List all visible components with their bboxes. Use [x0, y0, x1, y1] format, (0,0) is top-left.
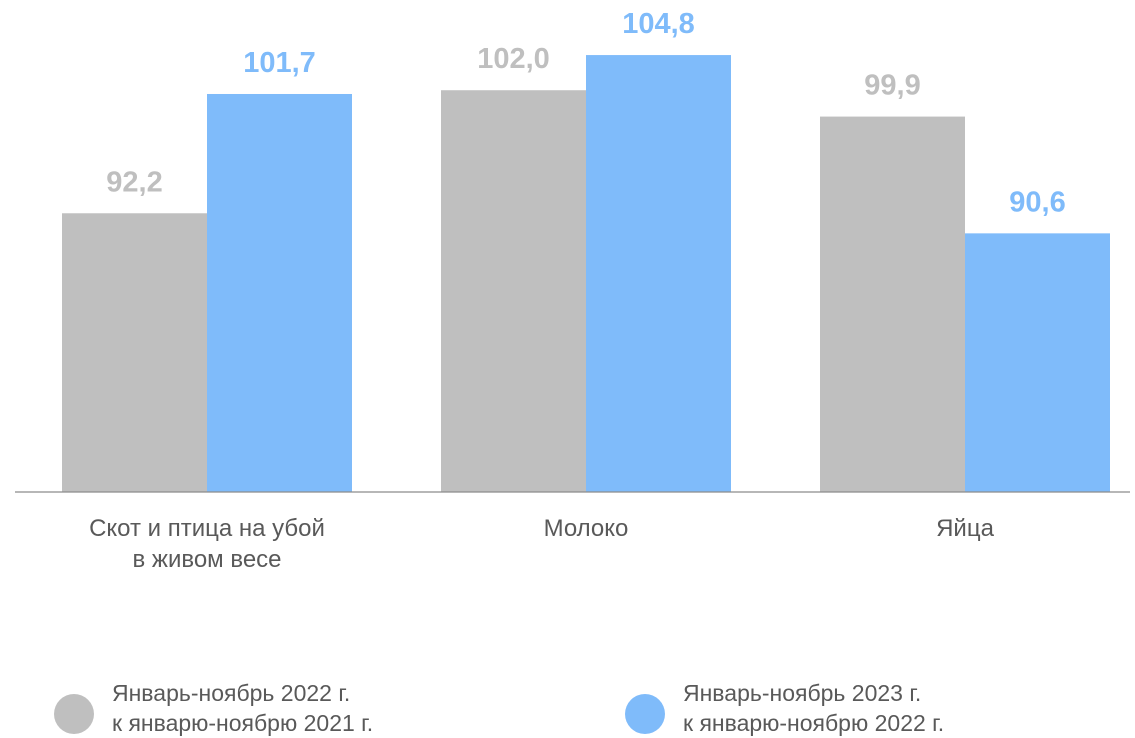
data-label-0-1: 101,7 — [243, 47, 316, 79]
data-label-1-1: 104,8 — [622, 8, 695, 40]
legend-item-2022: Январь-ноябрь 2022 г. к январю-ноябрю 20… — [54, 678, 373, 738]
bar-0-0 — [62, 213, 207, 492]
legend-label-2023: Январь-ноябрь 2023 г. к январю-ноябрю 20… — [683, 680, 945, 736]
data-label-2-1: 90,6 — [1009, 186, 1065, 218]
category-label-0: Скот и птица на убой в живом весе — [89, 515, 325, 573]
bar-2-1 — [965, 233, 1110, 492]
bar-2-0 — [820, 116, 965, 492]
legend-swatch-2023 — [625, 694, 665, 734]
bar-0-1 — [207, 93, 352, 492]
legend-label-2022: Январь-ноябрь 2022 г. к январю-ноябрю 20… — [112, 680, 374, 736]
legend-item-2023: Январь-ноябрь 2023 г. к январю-ноябрю 20… — [625, 678, 944, 738]
category-label-2: Яйца — [936, 515, 994, 542]
category-label-1: Молоко — [544, 515, 629, 542]
data-label-2-0: 99,9 — [864, 70, 920, 102]
data-label-0-0: 92,2 — [106, 166, 162, 198]
legend-swatch-2022 — [54, 694, 94, 734]
bar-chart: 92,2 101,7 Скот и птица на убой в живом вес… — [15, 8, 1130, 573]
data-label-1-0: 102,0 — [477, 43, 550, 75]
bar-1-0 — [441, 90, 586, 492]
bar-1-1 — [586, 55, 731, 493]
